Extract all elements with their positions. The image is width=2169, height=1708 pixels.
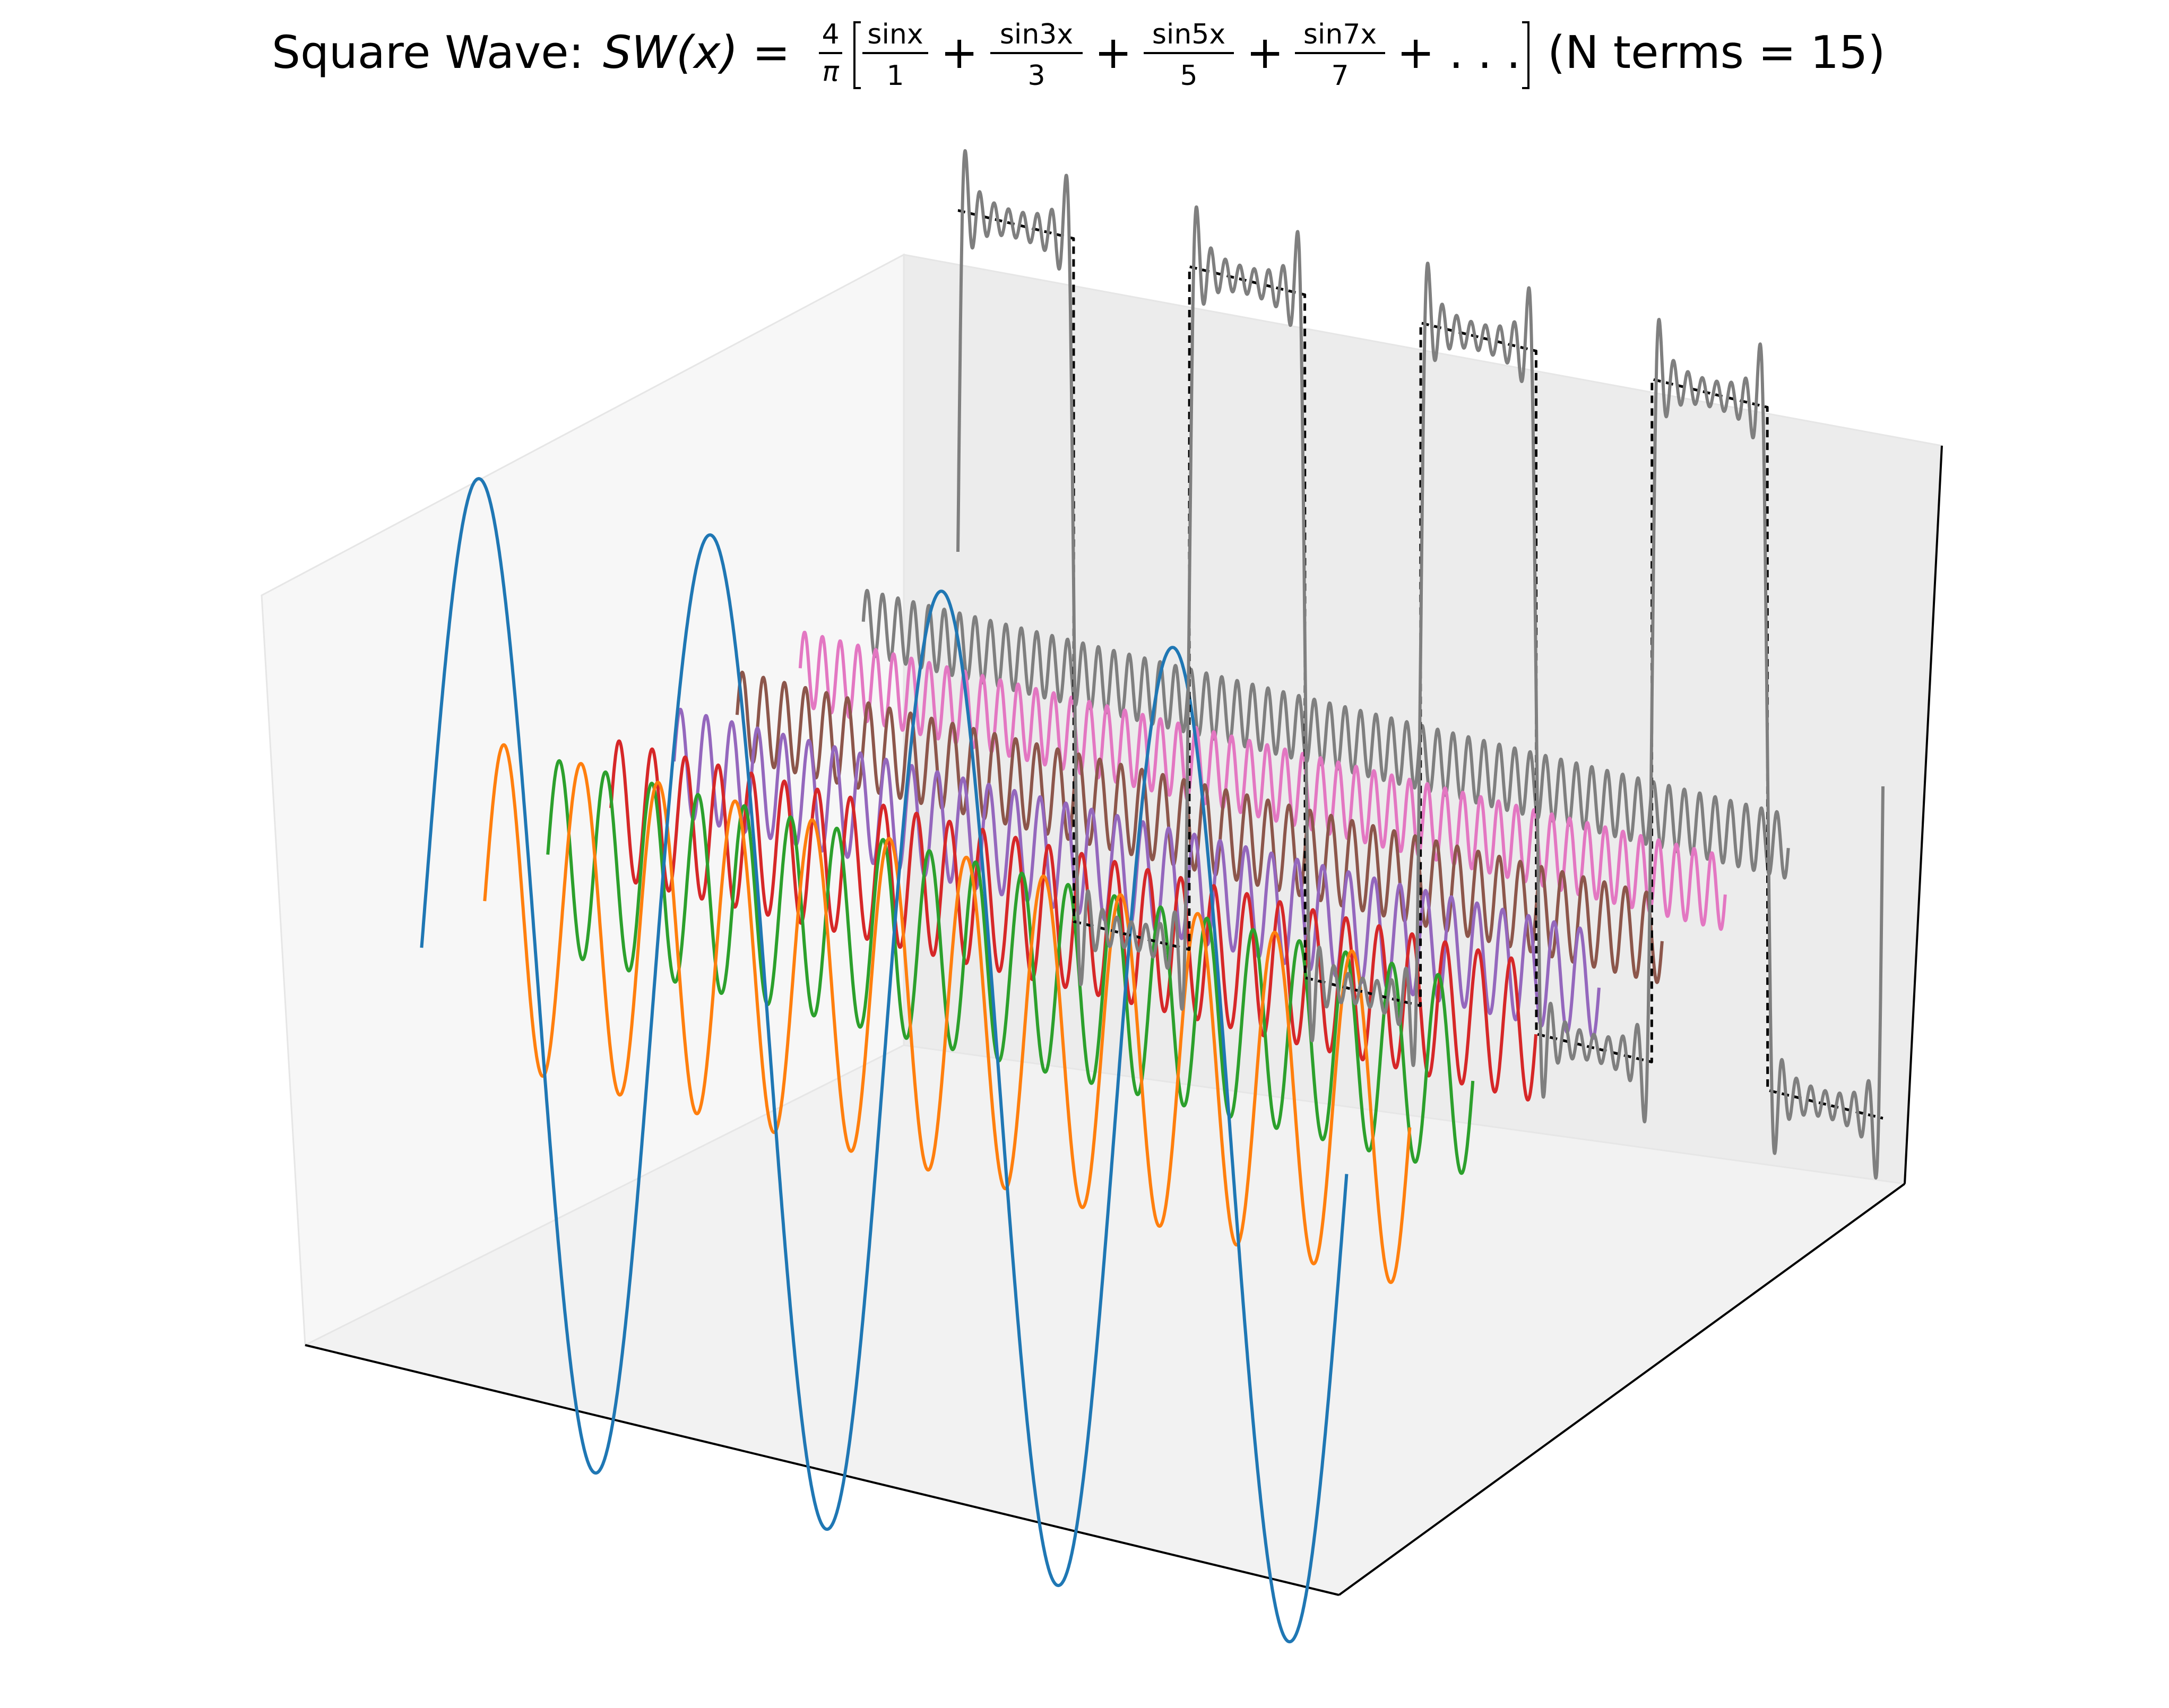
series-line-harmonic-5 [546, 759, 1475, 1175]
series-line-harmonic-3 [483, 743, 1412, 1284]
series-line-harmonic-1 [420, 477, 1349, 1644]
term-3-num: sin5x [1152, 19, 1225, 50]
right-bracket [1522, 21, 1529, 89]
left-bracket [853, 21, 861, 89]
title-prefix: Square Wave: [272, 27, 584, 79]
title-suffix: (N terms = 15) [1548, 27, 1886, 79]
z-axis-line [1904, 445, 1943, 1184]
x-axis-line [305, 1344, 1340, 1596]
term-4-num: sin7x [1303, 19, 1377, 50]
term-3-den: 5 [1180, 60, 1197, 92]
svg-text:SW(x) =: SW(x) = [603, 27, 790, 79]
term-2-num: sin3x [1000, 19, 1073, 50]
title-ellipsis: + . . . [1397, 27, 1520, 79]
svg-text:+: + [940, 27, 978, 79]
title-lhs: SW(x) = [603, 27, 790, 79]
term-1-den: 1 [886, 60, 904, 92]
svg-text:+: + [1094, 27, 1132, 79]
chart-title: Square Wave: SW(x) = 4 π sinx 1 + sin3x … [272, 19, 1886, 92]
svg-text:Square Wave:: Square Wave: [272, 27, 584, 79]
factor-denominator: π [822, 56, 839, 88]
term-1-num: sinx [867, 19, 923, 50]
floor-pane [305, 1045, 1905, 1595]
3d-axes [261, 253, 1943, 1596]
factor-numerator: 4 [822, 19, 839, 50]
y-axis-line [1338, 1183, 1906, 1596]
series-line-harmonic-15 [861, 588, 1790, 880]
fourier-sum-line [956, 149, 1885, 1180]
svg-text:+: + [1246, 27, 1284, 79]
plot-lines [420, 149, 1885, 1644]
term-2-den: 3 [1027, 60, 1045, 92]
term-4-den: 7 [1331, 60, 1349, 92]
